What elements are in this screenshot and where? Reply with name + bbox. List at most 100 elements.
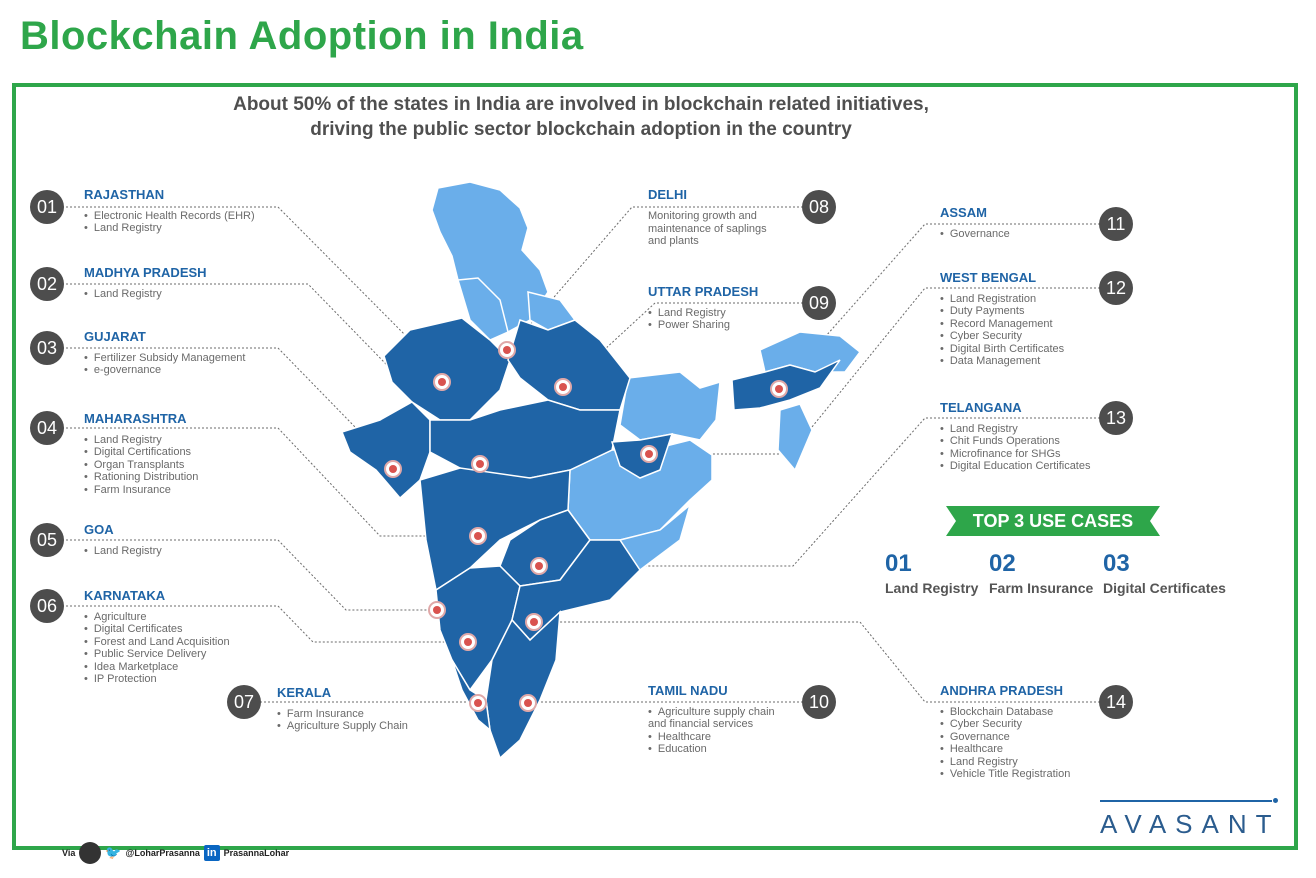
connector-01 bbox=[62, 206, 421, 351]
connector-08 bbox=[509, 206, 803, 349]
avasant-logo: AVASANT bbox=[1100, 798, 1281, 840]
state-madhya-pradesh: MADHYA PRADESH Land Registry bbox=[84, 265, 207, 300]
list-item: Organ Transplants bbox=[84, 459, 198, 471]
list-item: Digital Certifications bbox=[84, 446, 198, 458]
list-item: Agriculture Supply Chain bbox=[277, 720, 408, 732]
logo-text: AVASANT bbox=[1100, 809, 1281, 839]
connector-03 bbox=[62, 347, 396, 469]
state-name: ASSAM bbox=[940, 205, 987, 220]
connector-12 bbox=[650, 287, 1100, 455]
pin-karnataka bbox=[459, 633, 477, 651]
state-name: WEST BENGAL bbox=[940, 270, 1037, 285]
badge-05: 05 bbox=[30, 523, 64, 557]
list-item: Data Management bbox=[940, 355, 1064, 367]
pin-andhra-pradesh bbox=[525, 613, 543, 631]
use-case-number: 01 bbox=[885, 550, 912, 577]
state-karnataka: KARNATAKA Agriculture Digital Certificat… bbox=[84, 588, 230, 685]
list-item: Governance bbox=[940, 228, 1010, 240]
state-name: KARNATAKA bbox=[84, 588, 166, 603]
list-item: Chit Funds Operations bbox=[940, 435, 1090, 447]
state-name: ANDHRA PRADESH bbox=[940, 683, 1064, 698]
linkedin-handle[interactable]: PrasannaLohar bbox=[223, 848, 290, 858]
list-item: Cyber Security bbox=[940, 330, 1064, 342]
state-name: GUJARAT bbox=[84, 329, 146, 344]
list-item: Vehicle Title Registration bbox=[940, 768, 1070, 780]
state-name: UTTAR PRADESH bbox=[648, 284, 759, 299]
use-case-2: 02 Farm Insurance bbox=[989, 550, 1093, 596]
state-name: MADHYA PRADESH bbox=[84, 265, 207, 280]
footer-credit: Via 🐦 @LoharPrasanna in PrasannaLohar bbox=[62, 842, 289, 864]
region-northeast bbox=[759, 331, 862, 373]
pin-uttar-pradesh bbox=[554, 378, 572, 396]
state-name: TAMIL NADU bbox=[648, 683, 728, 698]
logo-line bbox=[1100, 798, 1278, 803]
subtitle-line-2: driving the public sector blockchain ado… bbox=[310, 119, 852, 140]
state-delhi: DELHI Monitoring growth and maintenance … bbox=[648, 187, 767, 248]
use-cases-heading: TOP 3 USE CASES bbox=[972, 511, 1134, 531]
state-rajasthan: RAJASTHAN Electronic Health Records (EHR… bbox=[84, 187, 255, 235]
subtitle: About 50% of the states in India are inv… bbox=[150, 92, 1012, 142]
state-maharashtra: MAHARASHTRA Land Registry Digital Certif… bbox=[84, 411, 198, 496]
pin-telangana bbox=[530, 557, 548, 575]
list-item: Land Registry bbox=[648, 307, 758, 319]
state-uttar-pradesh: UTTAR PRADESH Land Registry Power Sharin… bbox=[648, 284, 758, 332]
badge-09: 09 bbox=[802, 286, 836, 320]
state-west-bengal: WEST BENGAL Land Registration Duty Payme… bbox=[940, 270, 1064, 367]
adopting-regions bbox=[341, 317, 841, 760]
list-item: IP Protection bbox=[84, 673, 230, 685]
state-name: MAHARASHTRA bbox=[84, 411, 187, 426]
state-description: Monitoring growth and maintenance of sap… bbox=[648, 210, 767, 248]
pin-maharashtra bbox=[469, 527, 487, 545]
region-northeast-south bbox=[777, 403, 813, 472]
badge-04: 04 bbox=[30, 411, 64, 445]
connector-02 bbox=[62, 283, 461, 441]
pin-madhya-pradesh bbox=[471, 455, 489, 473]
state-name: DELHI bbox=[648, 187, 687, 202]
list-item: Power Sharing bbox=[648, 319, 758, 331]
list-item: Healthcare bbox=[648, 731, 775, 743]
list-item: Governance bbox=[940, 731, 1070, 743]
connector-06 bbox=[62, 605, 468, 643]
list-item: Agriculture bbox=[84, 611, 230, 623]
use-case-label: Land Registry bbox=[885, 580, 979, 596]
pin-goa bbox=[428, 601, 446, 619]
list-item: Rationing Distribution bbox=[84, 471, 199, 483]
use-case-label: Farm Insurance bbox=[989, 580, 1094, 596]
use-case-number: 02 bbox=[989, 550, 1016, 577]
pin-rajasthan bbox=[433, 373, 451, 391]
region-gujarat bbox=[341, 401, 431, 500]
list-item: Microfinance for SHGs bbox=[940, 448, 1090, 460]
list-item: Public Service Delivery bbox=[84, 648, 230, 660]
badge-08: 08 bbox=[802, 190, 836, 224]
state-telangana: TELANGANA Land Registry Chit Funds Opera… bbox=[940, 400, 1090, 473]
pin-west-bengal bbox=[640, 445, 658, 463]
badge-13: 13 bbox=[1099, 401, 1133, 435]
pin-gujarat bbox=[384, 460, 402, 478]
list-item: Digital Certificates bbox=[84, 623, 230, 635]
list-item: Land Registry bbox=[84, 222, 255, 234]
connector-05 bbox=[62, 539, 436, 611]
state-andhra-pradesh: ANDHRA PRADESH Blockchain Database Cyber… bbox=[940, 683, 1070, 780]
list-item: Electronic Health Records (EHR) bbox=[84, 210, 255, 222]
list-item: Digital Education Certificates bbox=[940, 460, 1091, 472]
state-name: RAJASTHAN bbox=[84, 187, 165, 202]
list-item: Land Registry bbox=[940, 756, 1070, 768]
pin-tamil-nadu bbox=[519, 694, 537, 712]
list-item: Blockchain Database bbox=[940, 706, 1070, 718]
list-item: e-governance bbox=[84, 364, 245, 376]
content-frame bbox=[12, 83, 1298, 850]
location-pins bbox=[384, 341, 788, 712]
badge-03: 03 bbox=[30, 331, 64, 365]
avatar bbox=[79, 842, 102, 864]
list-item: Land Registry bbox=[84, 434, 198, 446]
state-gujarat: GUJARAT Fertilizer Subsidy Management e-… bbox=[84, 329, 245, 377]
list-item: Land Registry bbox=[84, 545, 162, 557]
list-item: Land Registration bbox=[940, 293, 1064, 305]
connector-11 bbox=[779, 223, 1100, 389]
badge-01: 01 bbox=[30, 190, 64, 224]
badge-06: 06 bbox=[30, 589, 64, 623]
list-item: Cyber Security bbox=[940, 718, 1070, 730]
twitter-handle[interactable]: @LoharPrasanna bbox=[125, 848, 200, 858]
state-kerala: KERALA Farm Insurance Agriculture Supply… bbox=[277, 685, 408, 733]
